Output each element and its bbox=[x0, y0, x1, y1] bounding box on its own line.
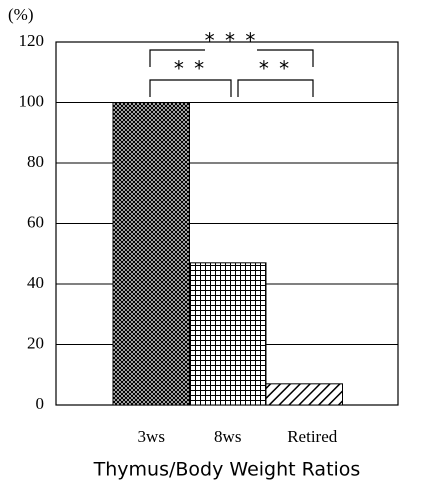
y-tick-label: 40 bbox=[27, 273, 44, 292]
significance-label: * * * bbox=[205, 29, 258, 53]
x-axis-label: Thymus/Body Weight Ratios bbox=[93, 459, 361, 481]
x-tick-label: 3ws bbox=[138, 427, 165, 446]
y-tick-label: 0 bbox=[36, 394, 45, 413]
y-tick-label: 100 bbox=[19, 91, 45, 110]
y-tick-label: 20 bbox=[27, 333, 44, 352]
y-tick-label: 120 bbox=[19, 31, 45, 50]
y-tick-label: 60 bbox=[27, 212, 44, 231]
x-tick-label: 8ws bbox=[214, 427, 241, 446]
x-tick-label: Retired bbox=[287, 427, 338, 446]
significance-brackets bbox=[149, 49, 314, 97]
significance-label: * * bbox=[174, 57, 206, 81]
bar bbox=[112, 102, 190, 406]
bar bbox=[265, 383, 343, 406]
bar bbox=[189, 262, 267, 406]
y-axis-label: (%) bbox=[8, 5, 33, 24]
significance-label: * * bbox=[259, 57, 291, 81]
y-tick-label: 80 bbox=[27, 152, 44, 171]
